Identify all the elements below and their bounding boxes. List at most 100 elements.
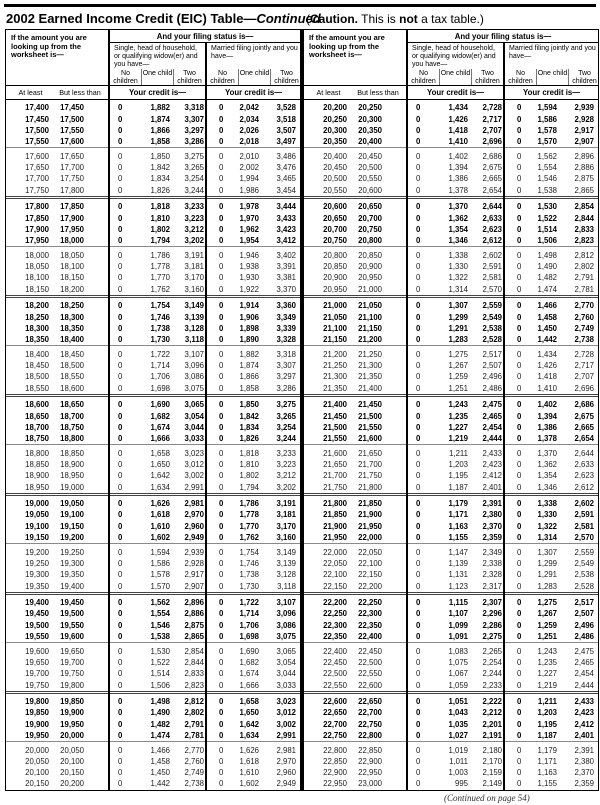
but-less-than-cell: 20,300 [358, 114, 382, 124]
table-row: 22,850 22,900 0 1,011 2,170 0 1,171 2,380 [304, 756, 598, 767]
single-one-child-cell: 1,107 [448, 609, 468, 619]
married-one-child-cell: 1,330 [537, 510, 557, 520]
caution-text: ( [306, 12, 310, 26]
row-group: 19,200 19,250 0 1,594 2,939 0 1,754 3,149 19,250… [6, 543, 300, 591]
single-two-children-cell: 2,791 [184, 719, 204, 729]
single-no-children-cell: 0 [118, 335, 123, 345]
single-two-children-cell: 2,496 [482, 372, 502, 382]
married-no-children-cell: 0 [219, 372, 224, 382]
married-two-children-cell: 2,991 [276, 731, 296, 740]
but-less-than-cell: 17,650 [60, 151, 84, 161]
but-less-than-cell: 19,650 [60, 646, 84, 656]
married-no-children-cell: 0 [219, 103, 224, 113]
married-two-children-cell: 2,917 [574, 125, 594, 135]
single-two-children-cell: 3,318 [184, 103, 204, 113]
married-one-child-cell: 1,394 [537, 411, 557, 421]
at-least-cell: 21,800 [323, 499, 347, 509]
married-one-child-cell: 1,890 [239, 335, 259, 345]
table-row: 20,150 20,200 0 1,442 2,738 0 1,602 2,949 [6, 778, 300, 789]
single-one-child-cell: 1,386 [448, 174, 468, 184]
married-no-children-cell: 0 [219, 361, 224, 371]
table-row: 21,750 21,800 0 1,187 2,401 0 1,346 2,612 [304, 482, 598, 493]
single-one-child-cell: 1,642 [150, 471, 170, 481]
married-one-child-cell: 1,594 [537, 103, 557, 113]
but-less-than-cell: 21,500 [358, 411, 382, 421]
single-no-children-cell: 0 [118, 125, 123, 135]
table-row: 19,400 19,450 0 1,562 2,896 0 1,722 3,107 [6, 597, 300, 608]
married-two-children-cell: 2,812 [574, 250, 594, 260]
married-no-children-cell: 0 [219, 383, 224, 393]
single-one-child-cell: 1,251 [448, 383, 468, 393]
table-row: 18,150 18,200 0 1,762 3,160 0 1,922 3,370 [6, 284, 300, 295]
single-two-children-cell: 2,444 [482, 434, 502, 444]
married-two-children-cell: 3,454 [276, 185, 296, 195]
single-two-children-cell: 2,939 [184, 547, 204, 557]
at-least-cell: 18,900 [25, 471, 49, 481]
but-less-than-cell: 18,400 [60, 335, 84, 345]
table-row: 19,000 19,050 0 1,626 2,981 0 1,786 3,191 [6, 498, 300, 509]
married-two-children-cell: 3,160 [276, 533, 296, 543]
single-two-children-cell: 3,212 [184, 224, 204, 234]
married-no-children-cell: 0 [517, 719, 522, 729]
row-group: 21,800 21,850 0 1,179 2,391 0 1,338 2,602 21,850… [304, 492, 598, 543]
row-group: 18,200 18,250 0 1,754 3,149 0 1,914 3,360 18,250… [6, 294, 300, 345]
single-two-children-cell: 3,044 [184, 422, 204, 432]
married-no-children-cell: 0 [219, 301, 224, 311]
but-less-than-cell: 22,400 [358, 632, 382, 642]
row-group: 18,600 18,650 0 1,690 3,065 0 1,850 3,275 18,650… [6, 393, 300, 444]
married-no-children-cell: 0 [219, 756, 224, 766]
married-one-child-cell: 2,026 [239, 125, 259, 135]
caution-note: (Caution. This is not a tax table.) [306, 12, 484, 26]
caution-text: a tax table.) [417, 12, 484, 26]
married-two-children-cell: 2,359 [574, 779, 594, 789]
married-two-children-cell: 2,844 [574, 213, 594, 223]
single-one-child-cell: 1,818 [150, 202, 170, 212]
at-least-cell: 21,400 [323, 400, 347, 410]
single-two-children-cell: 3,307 [184, 114, 204, 124]
table-row: 19,050 19,100 0 1,618 2,970 0 1,778 3,181 [6, 509, 300, 520]
single-one-child-cell: 1,131 [448, 570, 468, 580]
lookup-amount-label: If the amount you are looking up from th… [304, 30, 408, 86]
single-one-child-cell: 1,514 [150, 669, 170, 679]
at-least-cell: 20,250 [323, 114, 347, 124]
at-least-cell: 18,000 [25, 250, 49, 260]
single-two-children-cell: 2,170 [482, 756, 502, 766]
married-no-children-cell: 0 [219, 708, 224, 718]
single-two-children-cell: 3,096 [184, 361, 204, 371]
but-less-than-cell: 17,850 [60, 202, 84, 212]
half-divider-rule [300, 29, 304, 791]
married-no-children-cell: 0 [517, 499, 522, 509]
but-less-than-cell: 22,650 [358, 697, 382, 707]
row-group: 22,600 22,650 0 1,051 2,222 0 1,211 2,433 22,650… [304, 690, 598, 741]
married-no-children-cell: 0 [219, 163, 224, 173]
table-row: 19,450 19,500 0 1,554 2,886 0 1,714 3,096 [6, 608, 300, 619]
married-no-children-cell: 0 [219, 620, 224, 630]
single-no-children-cell: 0 [118, 646, 123, 656]
single-no-children-cell: 0 [118, 434, 123, 444]
but-less-than-cell: 19,000 [60, 482, 84, 492]
at-least-cell: 20,850 [323, 262, 347, 272]
married-no-children-cell: 0 [517, 558, 522, 568]
single-no-children-cell: 0 [118, 137, 123, 147]
but-less-than-cell: 22,950 [358, 768, 382, 778]
married-two-children-cell: 2,875 [574, 174, 594, 184]
but-less-than-cell: 18,300 [60, 312, 84, 322]
married-no-children-cell: 0 [219, 731, 224, 740]
table-row: 19,150 19,200 0 1,602 2,949 0 1,762 3,160 [6, 532, 300, 543]
but-less-than-cell: 18,100 [60, 262, 84, 272]
single-two-children-cell: 2,180 [482, 745, 502, 755]
but-less-than-cell: 19,850 [60, 697, 84, 707]
at-least-cell: 19,350 [25, 581, 49, 591]
married-two-children-cell: 2,380 [574, 756, 594, 766]
married-two-children-cell: 2,981 [276, 745, 296, 755]
single-one-child-cell: 1,874 [150, 114, 170, 124]
married-two-children-cell: 3,339 [276, 323, 296, 333]
single-no-children-cell: 0 [118, 499, 123, 509]
single-two-children-cell: 3,023 [184, 448, 204, 458]
table-row: 20,550 20,600 0 1,378 2,654 0 1,538 2,865 [304, 185, 598, 196]
at-least-cell: 18,200 [25, 301, 49, 311]
but-less-than-cell: 22,850 [358, 745, 382, 755]
at-least-cell: 19,550 [25, 632, 49, 642]
married-one-child-cell: 1,826 [239, 434, 259, 444]
married-one-child-cell: 1,187 [537, 731, 557, 740]
